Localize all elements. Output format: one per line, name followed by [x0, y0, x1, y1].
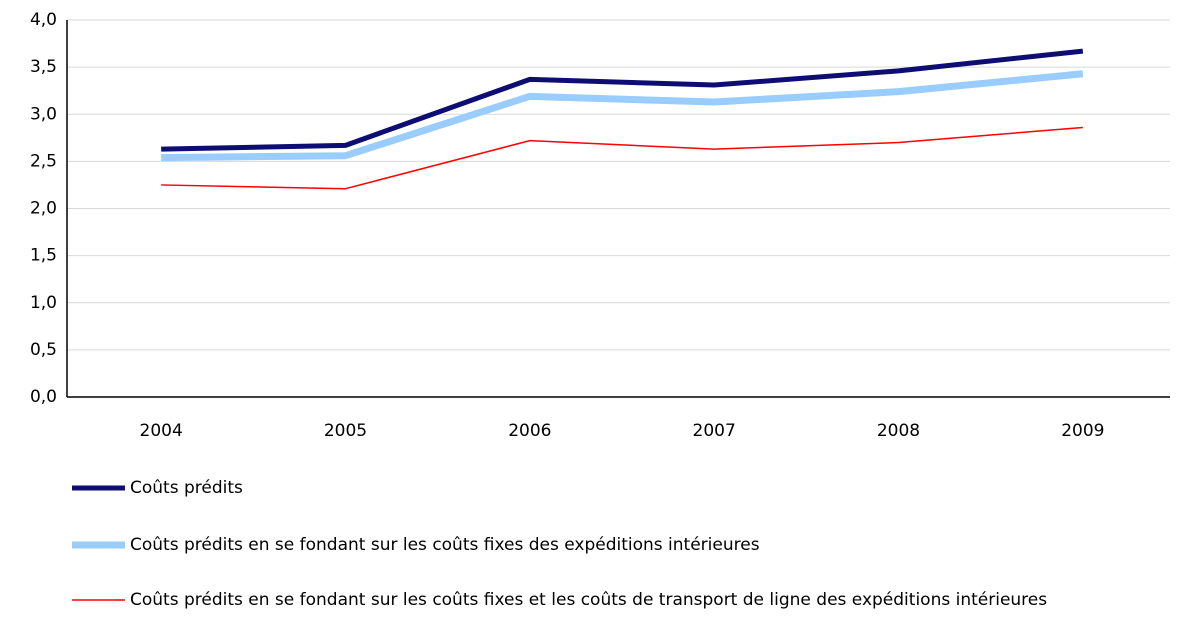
legend-label: Coûts prédits	[130, 478, 243, 498]
x-tick-label: 2005	[324, 421, 367, 441]
x-tick-label: 2004	[140, 421, 183, 441]
x-tick-label: 2009	[1061, 421, 1104, 441]
y-tick-label: 1,0	[30, 293, 57, 313]
y-tick-label: 0,5	[30, 340, 57, 360]
series-line	[161, 70, 1084, 162]
y-tick-label: 2,5	[30, 151, 57, 171]
legend-label: Coûts prédits en se fondant sur les coût…	[130, 590, 1048, 610]
x-tick-label: 2007	[693, 421, 736, 441]
series-line	[161, 126, 1083, 190]
legend-label: Coûts prédits en se fondant sur les coût…	[130, 535, 760, 555]
series-line	[161, 48, 1084, 152]
x-tick-label: 2008	[877, 421, 920, 441]
x-tick-label: 2006	[508, 421, 551, 441]
y-tick-label: 3,5	[30, 57, 57, 77]
y-tick-label: 4,0	[30, 10, 57, 30]
y-tick-label: 2,0	[30, 199, 57, 219]
y-tick-label: 1,5	[30, 246, 57, 266]
y-tick-label: 0,0	[30, 387, 57, 407]
y-tick-label: 3,0	[30, 104, 57, 124]
